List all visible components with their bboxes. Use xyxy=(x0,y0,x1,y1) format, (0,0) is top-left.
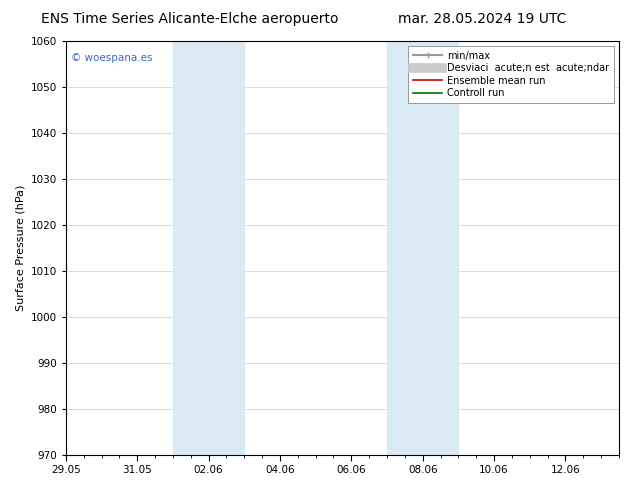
Text: © woespana.es: © woespana.es xyxy=(72,53,153,64)
Text: mar. 28.05.2024 19 UTC: mar. 28.05.2024 19 UTC xyxy=(398,12,566,26)
Text: ENS Time Series Alicante-Elche aeropuerto: ENS Time Series Alicante-Elche aeropuert… xyxy=(41,12,339,26)
Y-axis label: Surface Pressure (hPa): Surface Pressure (hPa) xyxy=(15,185,25,311)
Bar xyxy=(173,41,244,455)
Legend: min/max, Desviaci  acute;n est  acute;ndar, Ensemble mean run, Controll run: min/max, Desviaci acute;n est acute;ndar… xyxy=(408,46,614,103)
Bar xyxy=(387,41,458,455)
